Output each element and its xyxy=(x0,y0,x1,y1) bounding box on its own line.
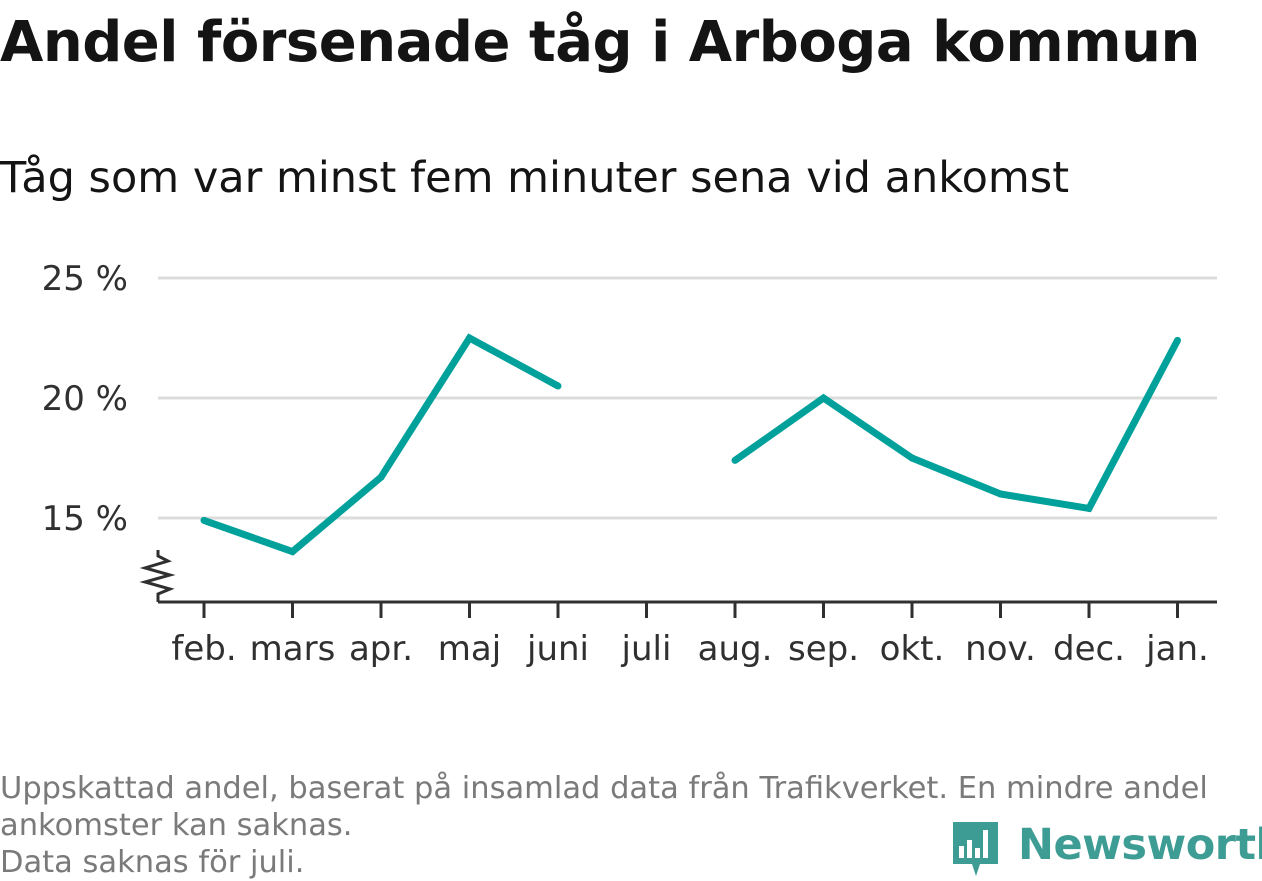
chart-title: Andel försenade tåg i Arboga kommun xyxy=(0,10,1200,75)
data-point xyxy=(1174,336,1181,344)
data-point xyxy=(466,334,473,342)
x-tick-label: mars xyxy=(250,629,336,669)
x-tick-label: juni xyxy=(526,629,589,669)
grid-lines xyxy=(158,276,1217,520)
bar-chart-speech-bubble-icon xyxy=(953,822,998,876)
data-point xyxy=(289,548,296,556)
y-tick-label: 20 % xyxy=(42,379,128,419)
x-tick-label: sep. xyxy=(788,629,859,669)
chart-subtitle: Tåg som var minst fem minuter sena vid a… xyxy=(0,153,1070,203)
data-point xyxy=(554,382,562,390)
y-tick-label: 15 % xyxy=(42,499,128,539)
data-point xyxy=(1085,504,1093,512)
footer-note-1: Uppskattad andel, baserat på insamlad da… xyxy=(0,771,1208,806)
brand-logo: Newsworthy xyxy=(950,818,1262,878)
data-series-lines xyxy=(202,333,1181,556)
x-tick-label: feb. xyxy=(171,629,236,669)
x-axis-ticks xyxy=(202,602,1179,618)
footer-note-3: Data saknas för juli. xyxy=(0,845,305,880)
x-tick-label: jan. xyxy=(1145,629,1209,669)
data-points xyxy=(200,334,1181,556)
brand-name: Newsworthy xyxy=(1018,820,1262,870)
footer-note-2: ankomster kan saknas. xyxy=(0,808,353,843)
y-axis-break-icon xyxy=(139,550,176,602)
data-point xyxy=(200,516,208,524)
x-tick-label: dec. xyxy=(1053,629,1125,669)
x-tick-label: aug. xyxy=(698,629,773,669)
data-point xyxy=(997,490,1004,498)
x-tick-label: okt. xyxy=(880,629,945,669)
x-axis-labels: feb. mars apr. maj juni juli aug. sep. okt. nov. d… xyxy=(171,629,1208,669)
data-point xyxy=(731,456,739,464)
series-line-segment xyxy=(202,333,560,556)
x-tick-label: nov. xyxy=(965,629,1036,669)
footer-notes: Uppskattad andel, baserat på insamlad da… xyxy=(0,770,1262,881)
x-tick-label: apr. xyxy=(349,629,413,669)
data-point xyxy=(820,394,827,402)
series-line-segment xyxy=(732,338,1181,513)
y-axis-labels: 15 % 20 % 25 % xyxy=(42,259,128,539)
x-tick-label: juli xyxy=(621,629,672,669)
data-point xyxy=(908,454,916,462)
x-tick-label: maj xyxy=(438,629,501,669)
y-tick-label: 25 % xyxy=(42,259,128,299)
data-point xyxy=(377,473,385,481)
